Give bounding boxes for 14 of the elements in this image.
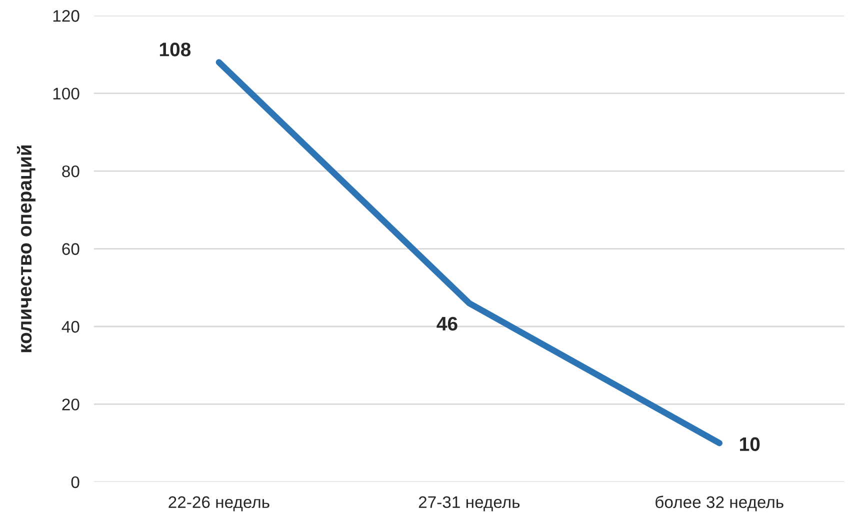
- x-tick-label: более 32 недель: [656, 496, 784, 512]
- y-tick-label: 0: [71, 476, 80, 488]
- y-tick-label: 120: [53, 10, 80, 22]
- x-tick-label: 22-26 недель: [168, 496, 270, 512]
- data-label: 46: [436, 316, 458, 331]
- y-tick-label: 40: [62, 320, 80, 333]
- data-label: 10: [740, 437, 760, 452]
- data-label: 108: [160, 42, 191, 56]
- y-axis-title: количество операций: [16, 145, 36, 352]
- y-tick-label: 100: [53, 88, 80, 100]
- x-tick-label: 27-31 недель: [418, 496, 520, 512]
- y-tick-label: 80: [62, 165, 80, 178]
- y-tick-label: 60: [62, 243, 80, 255]
- y-tick-label: 20: [62, 398, 80, 410]
